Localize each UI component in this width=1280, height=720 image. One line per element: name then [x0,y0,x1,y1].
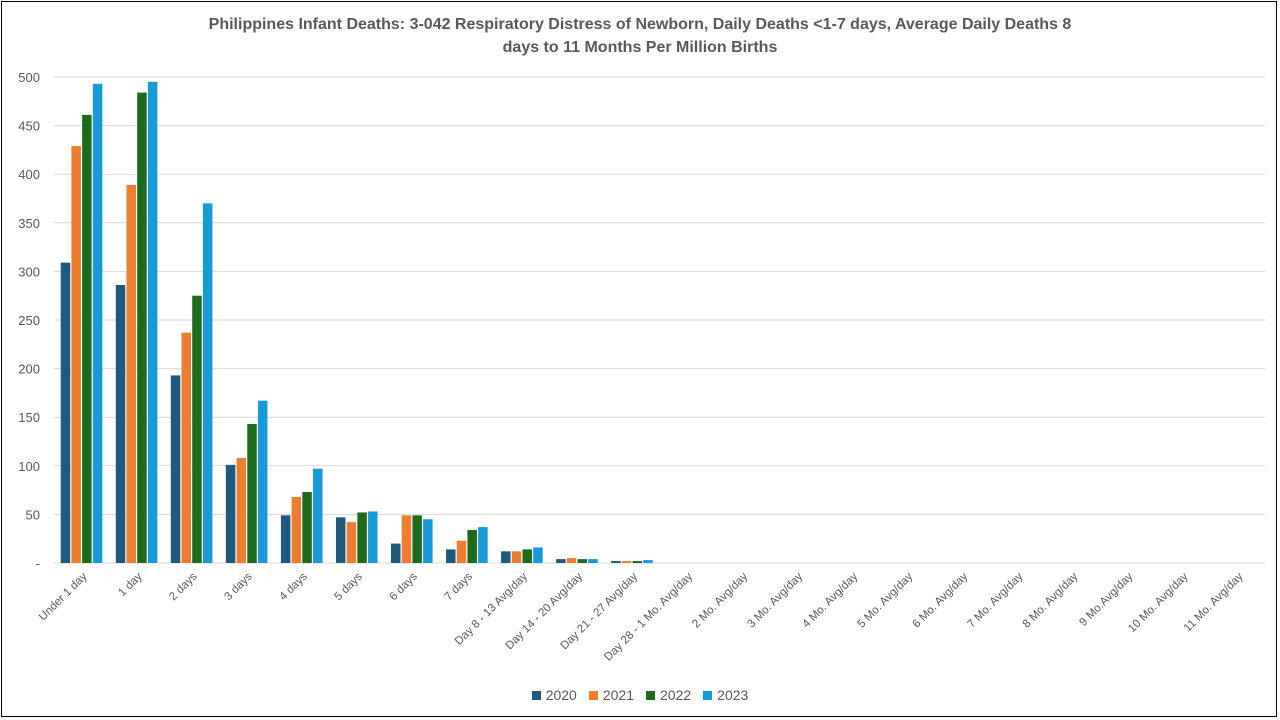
x-category-label: 2 Mo. Avg/day [690,570,750,630]
bar-2020 [280,515,291,563]
gridlines [54,76,1265,564]
bar-2023 [257,400,268,563]
bar-2020 [335,517,346,563]
bar-2021 [181,332,192,563]
bar-2022 [632,561,643,563]
x-category-label: 3 Mo. Avg/day [745,570,805,630]
x-category-label: 2 days [167,570,200,603]
x-category-label: 11 Mo. Avg/day [1182,570,1246,634]
x-category-label: 5 Mo. Avg/day [855,570,915,630]
bar-2022 [137,92,147,564]
x-category-label: 4 Mo. Avg/day [800,570,860,630]
bar-2023 [368,511,378,563]
bar-2022 [357,512,367,563]
bar-2020 [225,464,236,563]
x-category-label: 7 days [443,570,476,603]
y-axis-ticks: - 50 100 150 200 250 300 350 400 450 500 [18,70,40,571]
x-category-label: Day 28 - 1 Mo. Avg/day [602,570,695,663]
bar-2020 [611,561,621,563]
y-tick-label: 50 [26,507,40,522]
bar-2022 [577,559,588,563]
x-category-label: 9 Mo.Avg/day [1077,570,1135,628]
y-tick-label: 300 [18,264,40,279]
bar-2022 [412,515,422,563]
bar-2023 [533,547,543,563]
bar-2020 [501,551,511,563]
bar-2020 [115,285,126,563]
bar-2023 [313,468,323,563]
chart-title-line-2: days to 11 Months Per Million Births [502,39,778,56]
x-category-label: 1 day [116,570,145,599]
bar-2023 [588,559,598,563]
bars [60,81,653,564]
y-tick-label: 450 [18,119,40,134]
x-category-label: Under 1 day [37,570,90,623]
x-category-label: 3 days [222,570,255,603]
y-tick-label: 350 [18,216,40,231]
bar-2021 [126,184,136,563]
legend-swatch [588,690,598,700]
x-category-label: 7 Mo. Avg/day [966,570,1026,630]
legend-item-2023: 2023 [703,687,748,703]
legend-swatch [703,690,713,700]
y-tick-label: 200 [18,362,40,377]
chart-title-line-1: Philippines Infant Deaths: 3-042 Respira… [208,16,1072,33]
x-category-label: 4 days [277,570,310,603]
bar-2023 [643,560,653,563]
bar-2021 [71,146,81,563]
legend-item-2020: 2020 [531,687,577,703]
bar-2022 [467,529,477,563]
x-category-label: 6 days [387,570,420,603]
y-tick-label: 500 [18,70,40,85]
legend: 2020 2021 2022 2023 [0,687,1280,703]
legend-label: 2023 [717,687,749,703]
bar-2021 [236,458,247,563]
bar-2020 [446,549,456,563]
bar-2022 [247,424,257,563]
legend-label: 2022 [660,687,692,703]
bar-2023 [423,519,433,563]
legend-label: 2020 [545,687,577,703]
bar-2022 [522,549,532,563]
bar-2021 [401,515,412,563]
bar-2021 [621,561,632,563]
bar-2023 [92,83,103,564]
chart-title: Philippines Infant Deaths: 3-042 Respira… [140,13,1140,59]
bar-2020 [391,543,401,563]
bar-2021 [456,540,467,563]
legend-item-2022: 2022 [646,687,691,703]
bar-2020 [556,559,566,563]
x-category-label: 5 days [332,570,365,603]
x-category-label: 6 Mo. Avg/day [910,570,970,630]
bar-2021 [511,551,522,563]
bar-2020 [170,375,181,563]
bar-2022 [192,295,202,563]
bar-2022 [302,492,312,563]
legend-swatch [646,690,655,700]
bar-2022 [82,114,92,563]
bar-2021 [566,558,577,563]
legend-label: 2021 [602,687,634,703]
y-tick-label: - [36,556,40,571]
y-tick-label: 400 [18,167,40,182]
bar-2023 [147,81,158,564]
y-tick-label: 250 [18,313,40,328]
bar-2021 [291,496,302,563]
y-tick-label: 150 [18,410,40,425]
y-tick-label: 100 [18,459,40,474]
bar-2021 [346,522,357,563]
bar-2023 [478,527,488,563]
x-axis-categories: Under 1 day 1 day 2 days 3 days 4 days 5 days… [37,570,1246,663]
bar-2023 [202,203,213,564]
legend-swatch [531,690,541,700]
bar-2020 [60,262,71,563]
x-category-label: 8 Mo. Avg/day [1021,570,1081,630]
legend-item-2021: 2021 [588,687,634,703]
